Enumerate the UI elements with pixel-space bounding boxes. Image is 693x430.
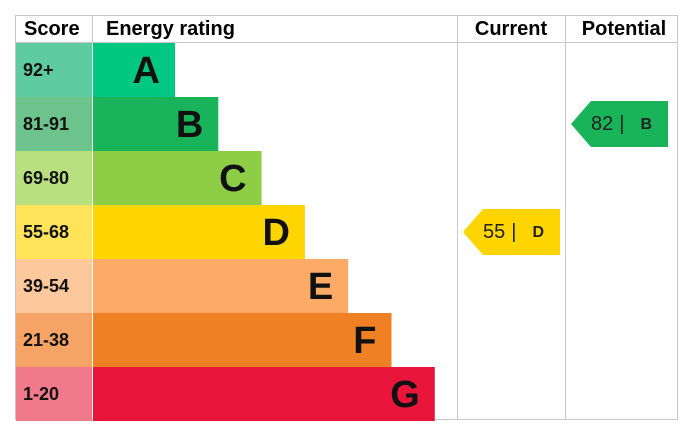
score-label: 21-38 [23,330,69,350]
potential-label: 82 | B [591,113,652,135]
rating-letter: E [308,266,333,308]
rating-letter: A [133,50,160,92]
rating-bar [93,259,349,313]
rating-bar [93,205,305,259]
rating-bar [93,97,219,151]
potential-value: 82 [591,113,613,135]
potential-arrow [571,101,668,147]
score-label: 39-54 [23,276,69,296]
score-cell [16,313,92,367]
score-label: 81-91 [23,114,69,134]
rating-letter: F [353,320,376,362]
header-current: Current [475,18,548,40]
rating-letter: C [219,158,246,200]
rating-bar [93,151,262,205]
potential-separator: | [619,113,624,135]
rating-bar [93,313,392,367]
rating-bar [93,367,435,421]
current-letter: D [532,224,544,241]
score-cell [16,205,92,259]
rating-letter: G [390,374,420,416]
score-label: 69-80 [23,168,69,188]
score-cell [16,97,92,151]
score-cell [16,43,92,97]
header-rating: Energy rating [106,18,235,40]
score-label: 92+ [23,60,54,80]
score-cell [16,259,92,313]
score-cell [16,367,92,421]
score-label: 1-20 [23,384,59,404]
score-label: 55-68 [23,222,69,242]
current-value: 55 [483,221,505,243]
potential-letter: B [640,116,652,133]
current-arrow [463,209,560,255]
score-cell [16,151,92,205]
rating-letter: D [262,212,289,254]
current-label: 55 | D [483,221,544,243]
rating-bar [93,43,175,97]
rating-letter: B [176,104,203,146]
header-potential: Potential [582,18,666,40]
current-separator: | [511,221,516,243]
header-score: Score [24,18,80,40]
